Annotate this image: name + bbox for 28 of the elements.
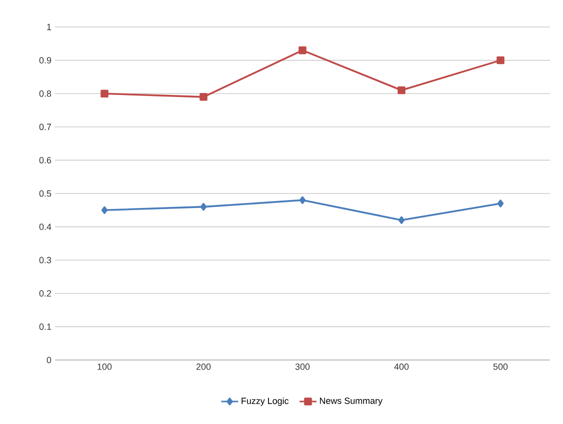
x-tick-label: 300 bbox=[295, 364, 310, 370]
y-tick-label: 0 bbox=[46, 356, 52, 364]
y-tick-label: 0.4 bbox=[39, 224, 52, 230]
legend-label: News Summary bbox=[320, 398, 383, 406]
y-tick-label: 1 bbox=[47, 24, 52, 30]
point bbox=[497, 200, 504, 208]
y-tick-label: 0.8 bbox=[39, 90, 52, 97]
point bbox=[100, 90, 108, 98]
point bbox=[398, 216, 405, 224]
y-tick-label: 0.2 bbox=[39, 290, 52, 297]
y-tick-label: 0.3 bbox=[39, 256, 52, 264]
x-tick-label: 400 bbox=[394, 364, 409, 370]
y-tick-label: 0.9 bbox=[39, 57, 52, 64]
point bbox=[496, 56, 504, 64]
legend-label: Fuzzy Logic bbox=[242, 397, 289, 406]
y-tick-label: 0.7 bbox=[39, 124, 52, 130]
y-tick-label: 0.5 bbox=[39, 190, 52, 197]
y-tick-label: 0.1 bbox=[39, 324, 52, 330]
x-tick-label: 100 bbox=[98, 364, 112, 370]
point bbox=[101, 206, 108, 214]
point bbox=[398, 86, 406, 94]
point bbox=[298, 46, 306, 54]
point bbox=[299, 196, 306, 204]
x-tick-label: 200 bbox=[196, 364, 211, 370]
x-tick-label: 500 bbox=[493, 364, 508, 370]
y-tick-label: 0.6 bbox=[39, 157, 52, 164]
point bbox=[200, 202, 207, 211]
point bbox=[200, 93, 208, 101]
